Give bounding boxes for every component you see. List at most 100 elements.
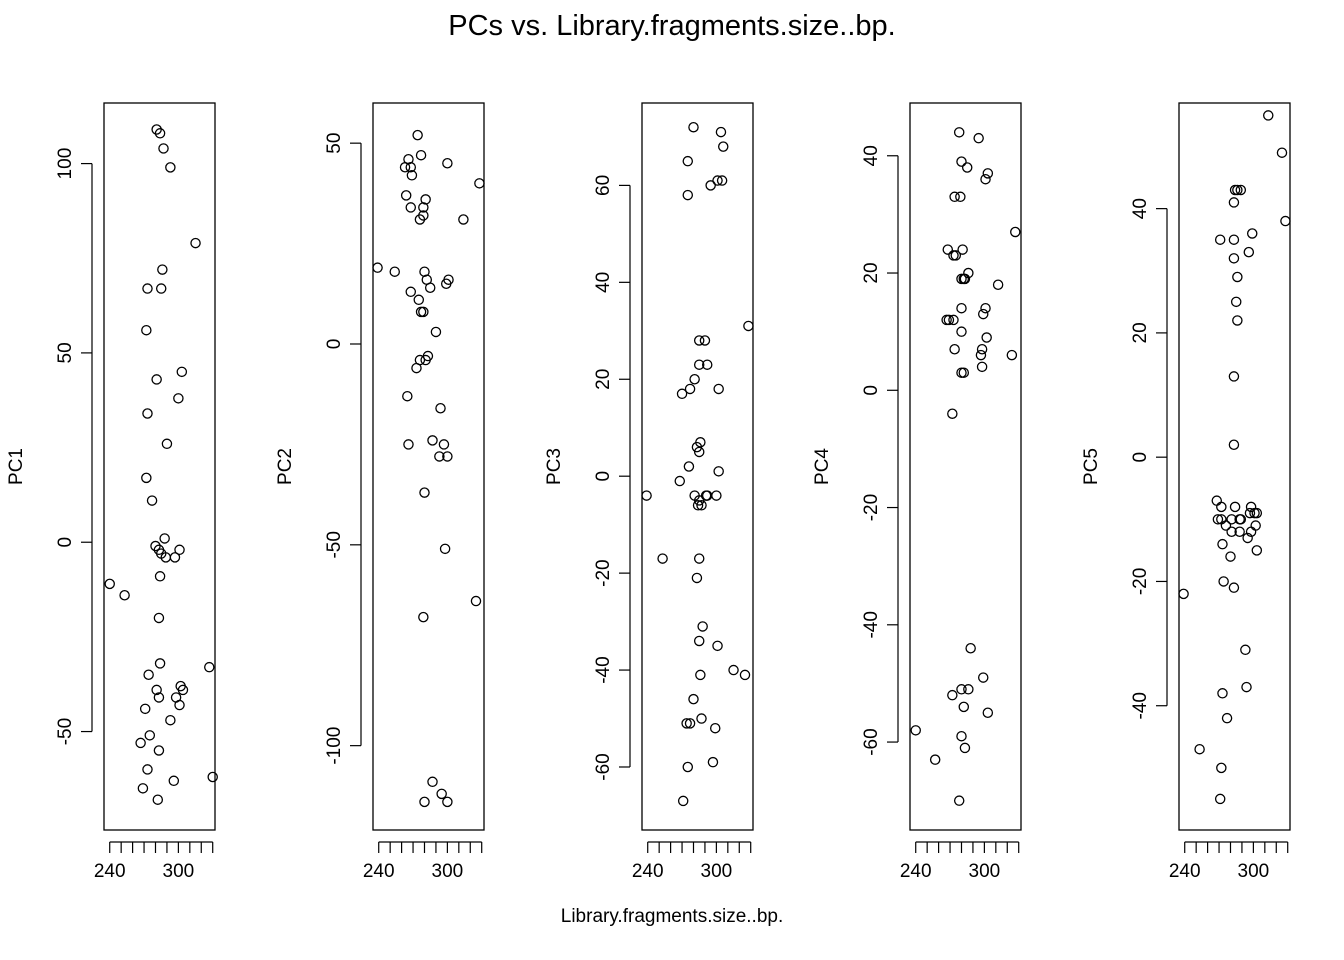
data-point [958, 367, 970, 378]
data-point [415, 149, 427, 161]
data-point [159, 533, 170, 544]
data-point [154, 128, 166, 139]
data-point [427, 435, 438, 446]
data-point [174, 699, 185, 711]
data-point [1240, 644, 1251, 656]
data-point [692, 500, 704, 511]
data-point [151, 374, 162, 385]
data-point [958, 701, 970, 713]
data-point [696, 713, 707, 724]
data-point [713, 466, 724, 477]
data-point [1232, 271, 1243, 283]
data-point [693, 495, 705, 506]
y-tick-label: -60 [861, 728, 882, 755]
data-point [975, 349, 987, 361]
data-point [711, 490, 722, 501]
data-point [474, 178, 485, 189]
data-point [691, 441, 703, 453]
data-point [372, 262, 383, 273]
data-point [682, 155, 694, 167]
data-point [418, 611, 429, 623]
data-point [419, 487, 430, 498]
data-point [691, 572, 703, 584]
data-point [743, 320, 754, 332]
x-tick-label: 300 [1238, 861, 1270, 882]
y-tick-label: 0 [1130, 452, 1151, 463]
x-tick-label: 240 [1169, 861, 1201, 882]
data-point [682, 761, 694, 773]
data-point [402, 390, 413, 402]
data-point [157, 264, 168, 275]
data-point [419, 266, 430, 277]
data-point [158, 143, 169, 154]
data-point [1280, 215, 1291, 227]
data-point [1225, 551, 1236, 562]
panel-pc3: 240 300 -60 -40 -20 0 20 40 60 PC3 [544, 102, 754, 882]
data-point [150, 540, 161, 552]
points [372, 129, 485, 808]
data-point [693, 635, 705, 647]
data-point [204, 661, 215, 673]
y-tick-label: -20 [593, 559, 614, 586]
plot-frame [1178, 102, 1291, 831]
data-point [1241, 681, 1252, 693]
data-point [716, 175, 728, 186]
data-point [135, 737, 146, 749]
data-point [963, 684, 974, 695]
data-point [701, 359, 713, 370]
data-point [1220, 520, 1232, 531]
data-point [728, 664, 739, 676]
data-point [1211, 495, 1223, 506]
data-point [953, 127, 965, 138]
y-tick-label: 20 [593, 369, 614, 390]
data-point [144, 730, 156, 741]
data-point [709, 722, 721, 734]
data-point [160, 552, 172, 563]
data-point [977, 672, 989, 683]
data-point [440, 278, 452, 289]
data-point [942, 244, 954, 255]
y-tick-label: 0 [55, 537, 76, 548]
y-tick-label: 50 [55, 342, 76, 363]
data-point [190, 237, 201, 249]
data-point [1228, 234, 1240, 245]
data-point [104, 578, 115, 590]
x-tick-label: 240 [900, 861, 932, 882]
data-point [684, 718, 696, 729]
data-point [693, 335, 705, 346]
y-axis: -60 -40 -20 0 20 40 PC4 [812, 145, 899, 756]
data-point [683, 461, 695, 472]
data-point [981, 332, 992, 343]
y-tick-label: 20 [1130, 322, 1151, 343]
data-point [1244, 507, 1256, 519]
data-point [941, 314, 952, 326]
data-point [965, 643, 976, 654]
y-axis-label: PC3 [544, 448, 565, 485]
data-point [693, 359, 705, 370]
data-point [1234, 514, 1245, 525]
data-point [1251, 545, 1263, 556]
data-point [950, 250, 962, 261]
data-point [947, 689, 958, 701]
data-point [430, 326, 442, 338]
data-point [948, 314, 959, 326]
data-point [717, 141, 729, 152]
data-point [949, 343, 960, 355]
data-point [1235, 184, 1247, 196]
y-tick-label: 0 [593, 471, 614, 482]
y-tick-label: 50 [324, 133, 345, 154]
data-point [1212, 514, 1224, 525]
data-point [1218, 576, 1229, 587]
data-point [176, 366, 188, 378]
data-point [435, 403, 446, 414]
data-point [657, 553, 668, 564]
data-point [418, 202, 429, 213]
data-point [1010, 226, 1021, 238]
data-point [1232, 315, 1243, 326]
data-point [1243, 246, 1255, 258]
y-tick-label: -50 [55, 718, 76, 745]
data-point [712, 175, 723, 186]
data-point [403, 439, 414, 450]
data-point [739, 669, 751, 681]
data-point [1229, 501, 1241, 513]
